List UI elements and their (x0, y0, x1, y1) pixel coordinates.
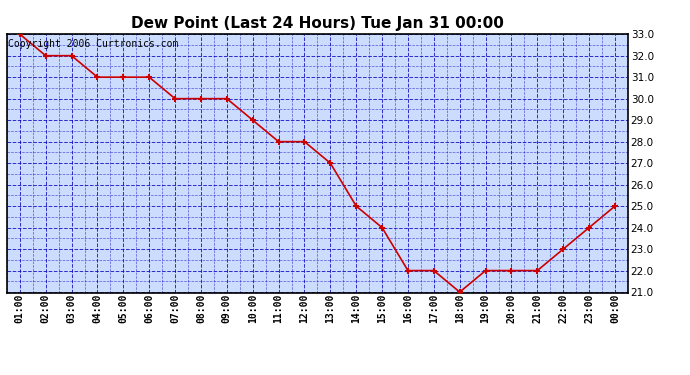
Text: Copyright 2006 Curtronics.com: Copyright 2006 Curtronics.com (8, 39, 179, 49)
Title: Dew Point (Last 24 Hours) Tue Jan 31 00:00: Dew Point (Last 24 Hours) Tue Jan 31 00:… (131, 16, 504, 31)
